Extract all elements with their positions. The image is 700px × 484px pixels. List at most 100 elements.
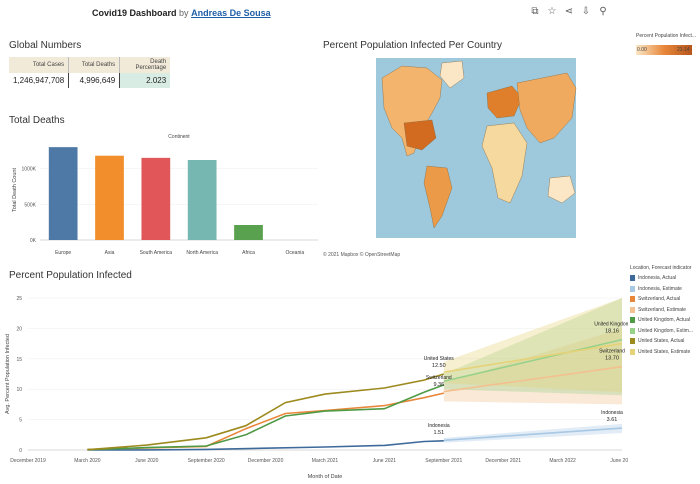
author-link[interactable]: Andreas De Sousa xyxy=(191,8,271,18)
legend-label: Indonesia, Actual xyxy=(638,275,677,281)
bar-y-tick-label: 500K xyxy=(24,202,36,208)
copy-icon[interactable]: ⧉ xyxy=(531,6,539,17)
series-line-united-kingdom-estimate xyxy=(443,338,623,383)
legend-swatch xyxy=(630,317,635,323)
legend-item[interactable]: United States, Estimate xyxy=(630,348,691,355)
series-line-switzerland-actual xyxy=(87,392,444,451)
line-x-tick-label: December 2020 xyxy=(248,458,284,464)
download-icon[interactable]: ⇩ xyxy=(581,6,591,17)
line-x-tick-label: June 2022 xyxy=(610,458,628,464)
header-total-cases: Total Cases xyxy=(9,57,70,73)
legend-swatch xyxy=(630,327,635,334)
line-y-tick-label: 0 xyxy=(19,448,22,454)
greenland-shape xyxy=(439,60,465,89)
line-y-axis-label: Avg. Percent Population Infected xyxy=(5,334,11,414)
bar-chart-title: Continent xyxy=(168,134,190,140)
line-y-tick-label: 25 xyxy=(16,296,22,302)
line-y-tick-label: 20 xyxy=(16,326,22,332)
dashboard-name: Covid19 Dashboard xyxy=(92,8,177,18)
bar-x-tick-label: Africa xyxy=(242,250,255,256)
bar-north-america xyxy=(187,160,217,240)
legend-label: Switzerland, Estimate xyxy=(638,306,687,313)
annotation-value: 13.70 xyxy=(605,356,619,362)
bar-y-tick-label: 0K xyxy=(30,238,37,244)
line-x-tick-label: March 2021 xyxy=(312,458,339,464)
legend-item[interactable]: Indonesia, Estimate xyxy=(630,285,682,292)
by-label: by xyxy=(179,8,189,18)
value-total-deaths: 4,996,649 xyxy=(68,73,121,88)
percent-infected-line-chart: 0 5 10 15 20 25 December 2019 March 2020 June 20… xyxy=(5,296,628,480)
series-line-united-states-actual xyxy=(87,373,445,451)
line-x-tick-label: March 2020 xyxy=(74,458,101,464)
legend-swatch xyxy=(630,306,635,313)
line-y-tick-label: 15 xyxy=(16,357,22,363)
line-x-tick-label: March 2022 xyxy=(549,458,576,464)
legend-swatch xyxy=(630,275,635,281)
person-icon[interactable]: ⚲ xyxy=(599,6,607,17)
share-icon[interactable]: ⋖ xyxy=(564,6,574,17)
series-line-united-kingdom-actual xyxy=(87,384,445,451)
asia-shape xyxy=(516,72,577,144)
annotation-value: 1.51 xyxy=(433,430,444,436)
bar-x-tick-label: Asia xyxy=(105,250,115,256)
bar-south-america xyxy=(141,157,171,240)
annotation-country: Switzerland xyxy=(599,349,625,355)
bar-europe xyxy=(48,147,78,240)
legend-label: Indonesia, Estimate xyxy=(638,285,682,292)
legend-swatch xyxy=(630,285,635,292)
bar-x-tick-label: Oceania xyxy=(286,250,305,256)
legend-label: United States, Estimate xyxy=(638,348,691,355)
annotation-country: Switzerland xyxy=(426,375,452,381)
map-legend-gradient xyxy=(636,45,692,55)
line-x-tick-label: September 2020 xyxy=(188,458,225,464)
bar-y-tick-label: 1000K xyxy=(22,167,37,173)
forecast-band-indonesia-estimate xyxy=(443,423,622,443)
global-numbers-table: Total Cases Total Deaths Death Percentag… xyxy=(9,57,171,88)
series-line-indonesia-actual xyxy=(87,440,444,451)
map-legend-title: Percent Population Infect... xyxy=(636,33,697,39)
europe-shape xyxy=(486,85,523,119)
legend-label: United Kingdom, Actual xyxy=(638,317,690,323)
africa-shape xyxy=(481,122,528,204)
header-death-percentage: Death Percentage xyxy=(119,57,171,73)
bar-asia xyxy=(95,155,124,240)
legend-item[interactable]: United Kingdom, Estim... xyxy=(630,327,694,334)
legend-label: United Kingdom, Estim... xyxy=(638,327,694,334)
world-map[interactable]: © 2021 Mapbox © OpenStreetMap xyxy=(322,58,627,260)
south-america-shape xyxy=(423,165,453,229)
bar-x-tick-label: Europe xyxy=(55,250,71,256)
annotation-value: 12.50 xyxy=(432,363,446,369)
legend-label: Switzerland, Actual xyxy=(638,296,681,302)
map-legend-max: 23.14 xyxy=(677,47,690,53)
series-line-united-states-estimate xyxy=(443,342,623,373)
legend-item[interactable]: United States, Actual xyxy=(630,338,684,344)
legend-item[interactable]: Indonesia, Actual xyxy=(630,275,676,281)
star-icon[interactable]: ☆ xyxy=(547,6,557,17)
line-x-tick-label: December 2021 xyxy=(485,458,521,464)
line-x-tick-label: December 2019 xyxy=(10,458,46,464)
annotation-value: 18.16 xyxy=(605,329,619,335)
annotation-value: 3.61 xyxy=(607,417,618,423)
global-numbers-title: Global Numbers xyxy=(9,40,82,51)
percent-infected-title: Percent Population Infected xyxy=(9,270,132,281)
line-x-tick-label: June 2020 xyxy=(135,458,159,464)
bar-x-tick-label: South America xyxy=(140,250,173,256)
legend-item[interactable]: United Kingdom, Actual xyxy=(630,317,690,323)
annotation-country: Indonesia xyxy=(601,410,623,416)
header-total-deaths: Total Deaths xyxy=(68,57,121,73)
bar-africa xyxy=(234,225,263,240)
legend-swatch xyxy=(630,348,635,355)
bar-y-axis-label: Total Death Count xyxy=(12,168,18,212)
line-x-axis-label: Month of Date xyxy=(308,474,343,480)
annotation-value: 9.36 xyxy=(433,382,444,388)
map-title: Percent Population Infected Per Country xyxy=(323,40,502,51)
australia-shape xyxy=(547,175,576,204)
legend-item[interactable]: Switzerland, Actual xyxy=(630,296,680,302)
map-legend-min: 0.00 xyxy=(637,47,647,53)
value-death-percentage: 2.023 xyxy=(119,73,171,88)
bar-x-tick-label: North America xyxy=(186,250,218,256)
continents xyxy=(381,60,577,229)
legend-item[interactable]: Switzerland, Estimate xyxy=(630,306,687,313)
annotation-country: United Kingdom xyxy=(594,322,628,328)
annotation-country: United States xyxy=(424,356,455,362)
